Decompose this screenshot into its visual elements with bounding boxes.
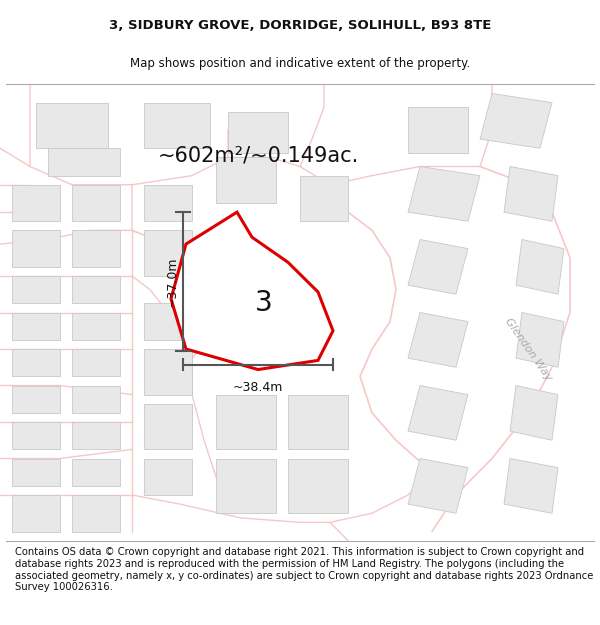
Polygon shape [516, 312, 564, 368]
Polygon shape [36, 102, 108, 148]
Polygon shape [72, 386, 120, 413]
Polygon shape [144, 404, 192, 449]
Polygon shape [12, 349, 60, 376]
Polygon shape [408, 459, 468, 513]
Polygon shape [72, 185, 120, 221]
Text: Map shows position and indicative extent of the property.: Map shows position and indicative extent… [130, 57, 470, 70]
Polygon shape [12, 459, 60, 486]
Polygon shape [72, 349, 120, 376]
Text: 3: 3 [255, 289, 273, 318]
Polygon shape [144, 102, 210, 148]
Polygon shape [408, 239, 468, 294]
Polygon shape [72, 459, 120, 486]
Polygon shape [12, 312, 60, 340]
Polygon shape [510, 386, 558, 440]
Polygon shape [12, 231, 60, 267]
Polygon shape [216, 459, 276, 513]
Polygon shape [504, 459, 558, 513]
Text: ~37.0m: ~37.0m [166, 256, 179, 307]
Polygon shape [288, 459, 348, 513]
Text: ~602m²/~0.149ac.: ~602m²/~0.149ac. [157, 145, 359, 165]
Polygon shape [408, 107, 468, 152]
Polygon shape [144, 185, 192, 221]
Polygon shape [48, 148, 120, 176]
Text: Contains OS data © Crown copyright and database right 2021. This information is : Contains OS data © Crown copyright and d… [15, 548, 593, 592]
Polygon shape [408, 312, 468, 368]
Text: Glendon Way: Glendon Way [503, 316, 553, 382]
Polygon shape [72, 231, 120, 267]
Polygon shape [144, 459, 192, 495]
Polygon shape [516, 239, 564, 294]
Polygon shape [144, 303, 192, 340]
Polygon shape [408, 386, 468, 440]
Text: ~38.4m: ~38.4m [233, 381, 283, 394]
Polygon shape [144, 231, 192, 276]
Polygon shape [12, 276, 60, 303]
Polygon shape [504, 166, 558, 221]
Polygon shape [72, 312, 120, 340]
Polygon shape [12, 422, 60, 449]
Polygon shape [408, 166, 480, 221]
Polygon shape [144, 349, 192, 394]
Polygon shape [300, 176, 348, 221]
Polygon shape [72, 422, 120, 449]
Polygon shape [480, 94, 552, 148]
Text: 3, SIDBURY GROVE, DORRIDGE, SOLIHULL, B93 8TE: 3, SIDBURY GROVE, DORRIDGE, SOLIHULL, B9… [109, 19, 491, 32]
Polygon shape [72, 276, 120, 303]
Polygon shape [288, 394, 348, 449]
Polygon shape [216, 394, 276, 449]
Polygon shape [12, 185, 60, 221]
Polygon shape [12, 495, 60, 531]
Polygon shape [216, 158, 276, 203]
Polygon shape [12, 386, 60, 413]
Polygon shape [171, 212, 333, 369]
Polygon shape [228, 112, 288, 152]
Polygon shape [72, 495, 120, 531]
